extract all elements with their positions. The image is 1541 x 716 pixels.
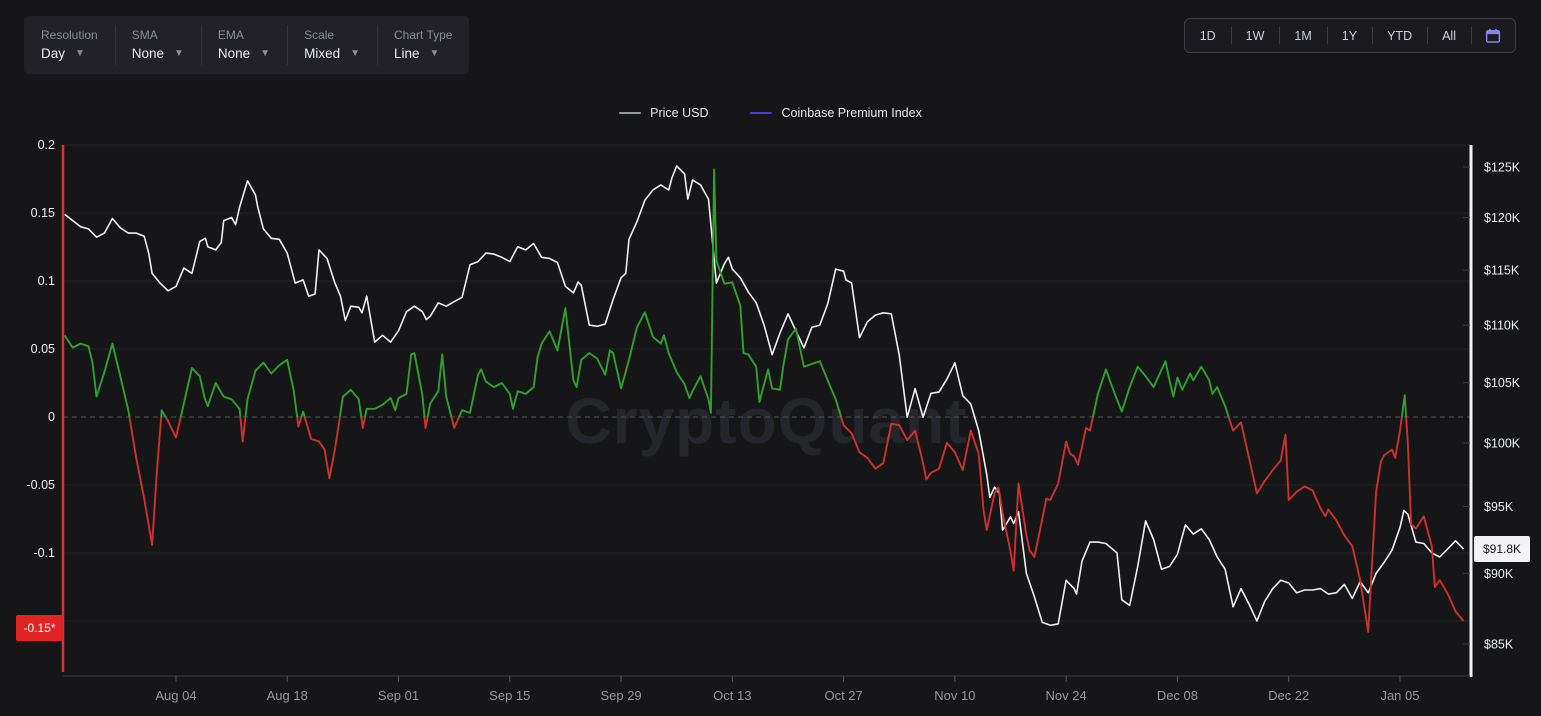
- ema-value: None: [217, 46, 251, 61]
- right-axis-tick-label: $95K: [1484, 500, 1514, 514]
- chart-type-value: Line: [394, 46, 420, 61]
- right-axis-tick-label: $120K: [1484, 211, 1521, 225]
- sma-value: None: [131, 46, 164, 61]
- resolution-label: Resolution: [41, 28, 98, 42]
- range-1m-button[interactable]: 1M: [1279, 19, 1326, 52]
- chart-type-label: Chart Type: [394, 28, 453, 42]
- resolution-dropdown[interactable]: Resolution Day ▼: [24, 16, 115, 74]
- range-all-button[interactable]: All: [1427, 19, 1471, 52]
- right-axis-tick-label: $125K: [1484, 161, 1521, 175]
- right-axis-tick-label: $115K: [1484, 264, 1520, 278]
- x-axis-tick-label: Dec 22: [1268, 688, 1309, 703]
- x-axis-tick-label: Nov 10: [934, 688, 975, 703]
- range-1y-button[interactable]: 1Y: [1326, 19, 1372, 52]
- x-axis-tick-label: Nov 24: [1046, 688, 1087, 703]
- premium-last-value-badge: -0.15*: [16, 615, 63, 641]
- right-axis-tick-label: $100K: [1484, 437, 1521, 451]
- sma-dropdown[interactable]: SMA None ▼: [114, 16, 201, 74]
- right-axis-tick-label: $90K: [1484, 567, 1514, 581]
- x-axis-tick-label: Sep 01: [378, 688, 419, 703]
- time-range-selector: 1D 1W 1M 1Y YTD All: [1183, 18, 1516, 53]
- left-axis-tick-label: 0.1: [38, 274, 55, 288]
- range-ytd-button[interactable]: YTD: [1372, 19, 1427, 52]
- coinbase-premium-line-positive: [63, 168, 1408, 417]
- scale-dropdown[interactable]: Scale Mixed ▼: [287, 16, 377, 74]
- right-axis-tick-label: $110K: [1484, 319, 1520, 333]
- price-usd-line: [64, 165, 1465, 627]
- left-axis-tick-label: 0: [48, 410, 55, 424]
- range-1d-button[interactable]: 1D: [1199, 28, 1216, 43]
- legend-item-coinbase-premium[interactable]: Coinbase Premium Index: [750, 106, 922, 120]
- left-axis-tick-label: 0.2: [38, 138, 55, 152]
- x-axis-tick-label: Oct 13: [713, 688, 751, 703]
- chart-legend: Price USD Coinbase Premium Index: [0, 106, 1541, 120]
- chevron-down-icon: ▼: [350, 48, 360, 59]
- x-axis-tick-label: Sep 15: [489, 688, 530, 703]
- x-axis-tick-label: Aug 18: [267, 688, 308, 703]
- price-usd-legend-label: Price USD: [650, 106, 709, 120]
- calendar-icon: [1485, 28, 1501, 43]
- range-1w-button[interactable]: 1W: [1230, 19, 1280, 52]
- x-axis-tick-label: Sep 29: [600, 688, 641, 703]
- coinbase-premium-legend-label: Coinbase Premium Index: [781, 106, 922, 120]
- left-axis-tick-label: 0.15: [31, 206, 55, 220]
- right-axis-tick-label: $85K: [1484, 638, 1514, 652]
- ema-label: EMA: [217, 28, 244, 42]
- chart-type-dropdown[interactable]: Chart Type Line ▼: [377, 16, 469, 74]
- left-axis-tick-label: -0.1: [33, 546, 55, 560]
- chevron-down-icon: ▼: [429, 48, 440, 59]
- chevron-down-icon: ▼: [260, 48, 271, 59]
- chevron-down-icon: ▼: [75, 48, 85, 59]
- x-axis-tick-label: Aug 04: [155, 688, 196, 703]
- price-last-value-badge: $91.8K: [1474, 536, 1530, 562]
- ema-dropdown[interactable]: EMA None ▼: [200, 16, 287, 74]
- coinbase-premium-line-negative: [128, 417, 1465, 633]
- coinbase-premium-swatch: [750, 111, 773, 115]
- custom-date-range-button[interactable]: [1471, 19, 1515, 52]
- legend-item-price-usd[interactable]: Price USD: [619, 106, 708, 120]
- chevron-down-icon: ▼: [173, 48, 184, 59]
- x-axis-tick-label: Oct 27: [824, 688, 862, 703]
- cryptoquant-watermark: CryptoQuant: [565, 385, 968, 457]
- sma-label: SMA: [131, 28, 158, 42]
- x-axis-tick-label: Dec 08: [1157, 688, 1198, 703]
- right-axis-tick-label: $105K: [1484, 376, 1521, 390]
- resolution-value: Day: [41, 46, 66, 61]
- chart-settings-toolbar: Resolution Day ▼ SMA None ▼ EMA None ▼ Scal…: [24, 16, 470, 74]
- scale-value: Mixed: [304, 46, 341, 61]
- left-axis-tick-label: 0.05: [31, 342, 55, 356]
- price-usd-swatch: [619, 111, 642, 115]
- left-axis-tick-label: -0.05: [27, 478, 56, 492]
- x-axis-tick-label: Jan 05: [1380, 688, 1419, 703]
- scale-label: Scale: [304, 28, 335, 42]
